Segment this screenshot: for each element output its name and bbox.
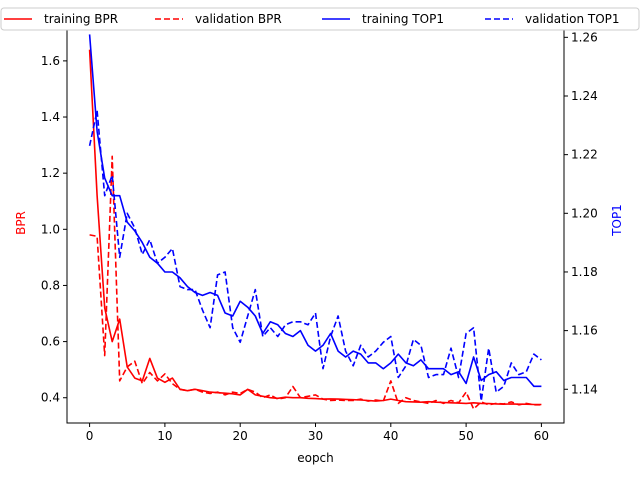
right-y-tick-label: 1.26: [571, 30, 598, 44]
x-axis-label: eopch: [297, 451, 334, 465]
right-y-tick-label: 1.14: [571, 382, 598, 396]
x-tick-label: 10: [157, 429, 172, 443]
x-tick-label: 30: [308, 429, 323, 443]
x-tick-label: 40: [383, 429, 398, 443]
x-tick-label: 0: [86, 429, 94, 443]
right-y-tick-label: 1.22: [571, 148, 598, 162]
plot-area: [88, 34, 542, 410]
right-y-axis-label: TOP1: [610, 204, 624, 237]
right-y-tick-label: 1.20: [571, 206, 598, 220]
plot-frame: [66, 29, 565, 424]
left-y-tick-label: 1.0: [41, 222, 60, 236]
x-tick-label: 20: [233, 429, 248, 443]
axes: 0 10 20 30 40 50 60 0.4 0.6 0.8 1.0 1.2 1.4 1.6 1.14 1.…: [41, 29, 598, 443]
x-tick-label: 50: [458, 429, 473, 443]
series-line-training-bpr: [88, 49, 542, 406]
right-y-tick-label: 1.18: [571, 265, 598, 279]
left-y-tick-label: 0.8: [41, 278, 60, 292]
left-y-tick-label: 1.2: [41, 166, 60, 180]
left-y-tick-label: 0.6: [41, 335, 60, 349]
left-y-tick-label: 1.6: [41, 54, 60, 68]
left-y-axis-label: BPR: [14, 211, 28, 235]
legend-label-validation-top1: validation TOP1: [525, 12, 620, 26]
legend-box: [0, 7, 640, 31]
x-tick-label: 60: [534, 429, 549, 443]
left-y-tick-label: 1.4: [41, 110, 60, 124]
right-y-tick-label: 1.16: [571, 324, 598, 338]
legend-label-training-bpr: training BPR: [44, 12, 118, 26]
series-line-training-top1: [88, 34, 542, 388]
legend: training BPR validation BPR training TOP1 v…: [0, 7, 640, 31]
legend-label-validation-bpr: validation BPR: [195, 12, 282, 26]
right-y-tick-label: 1.24: [571, 89, 598, 103]
series-line-validation-top1: [88, 109, 542, 402]
series-line-validation-bpr: [89, 155, 542, 410]
left-y-tick-label: 0.4: [41, 391, 60, 405]
legend-label-training-top1: training TOP1: [362, 12, 444, 26]
